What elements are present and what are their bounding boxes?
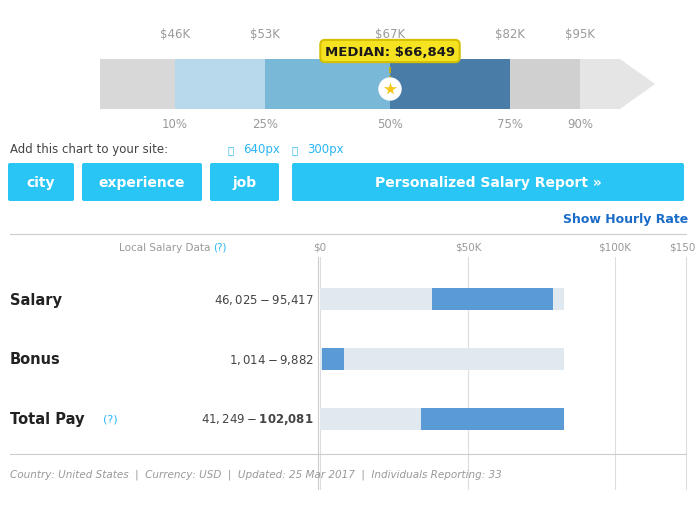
Text: 640px: 640px bbox=[243, 143, 280, 156]
Bar bbox=[320, 348, 564, 370]
Text: $50K: $50K bbox=[454, 242, 481, 252]
Bar bbox=[175, 60, 265, 110]
Text: $46K: $46K bbox=[160, 29, 190, 41]
Text: job: job bbox=[232, 176, 257, 190]
Bar bbox=[420, 408, 564, 430]
FancyBboxPatch shape bbox=[8, 164, 74, 202]
Text: 50%: 50% bbox=[377, 118, 403, 131]
Text: $82K: $82K bbox=[495, 29, 525, 41]
Polygon shape bbox=[100, 60, 655, 110]
Text: $100K: $100K bbox=[599, 242, 631, 252]
Text: $53K: $53K bbox=[250, 29, 280, 41]
Bar bbox=[320, 289, 564, 310]
Bar bbox=[510, 60, 580, 110]
Bar bbox=[432, 289, 553, 310]
Text: city: city bbox=[26, 176, 55, 190]
Text: 300px: 300px bbox=[307, 143, 344, 156]
Text: $46,025 - $95,417: $46,025 - $95,417 bbox=[214, 293, 314, 306]
Bar bbox=[390, 60, 510, 110]
Text: (?): (?) bbox=[103, 414, 118, 424]
Text: 10%: 10% bbox=[162, 118, 188, 131]
Text: MEDIAN: $66,849: MEDIAN: $66,849 bbox=[325, 45, 455, 59]
Text: $1,014 - $9,882: $1,014 - $9,882 bbox=[229, 352, 314, 366]
Bar bbox=[322, 348, 344, 370]
FancyBboxPatch shape bbox=[82, 164, 202, 202]
FancyBboxPatch shape bbox=[292, 164, 684, 202]
Text: Personalized Salary Report »: Personalized Salary Report » bbox=[374, 176, 601, 190]
Text: Local Salary Data: Local Salary Data bbox=[118, 242, 210, 252]
Text: $41,249 - $102,081: $41,249 - $102,081 bbox=[201, 412, 314, 427]
Text: (?): (?) bbox=[213, 242, 226, 252]
Text: $95K: $95K bbox=[565, 29, 595, 41]
Text: $67K: $67K bbox=[375, 29, 405, 41]
Text: 75%: 75% bbox=[497, 118, 523, 131]
Text: 25%: 25% bbox=[252, 118, 278, 131]
Text: experience: experience bbox=[99, 176, 185, 190]
Text: $150K: $150K bbox=[670, 242, 696, 252]
Text: Bonus: Bonus bbox=[10, 352, 61, 367]
Circle shape bbox=[379, 79, 401, 101]
Text: 🖼: 🖼 bbox=[228, 145, 235, 155]
Text: Total Pay: Total Pay bbox=[10, 412, 84, 427]
Bar bbox=[320, 408, 564, 430]
Text: Add this chart to your site:: Add this chart to your site: bbox=[10, 143, 168, 156]
Text: 90%: 90% bbox=[567, 118, 593, 131]
Bar bbox=[265, 60, 390, 110]
Text: 🖼: 🖼 bbox=[292, 145, 299, 155]
Text: Country: United States  |  Currency: USD  |  Updated: 25 Mar 2017  |  Individual: Country: United States | Currency: USD |… bbox=[10, 469, 502, 479]
Bar bbox=[100, 60, 175, 110]
FancyBboxPatch shape bbox=[210, 164, 279, 202]
Text: Salary: Salary bbox=[10, 292, 62, 307]
Text: $0: $0 bbox=[313, 242, 326, 252]
Text: Show Hourly Rate: Show Hourly Rate bbox=[563, 213, 688, 226]
